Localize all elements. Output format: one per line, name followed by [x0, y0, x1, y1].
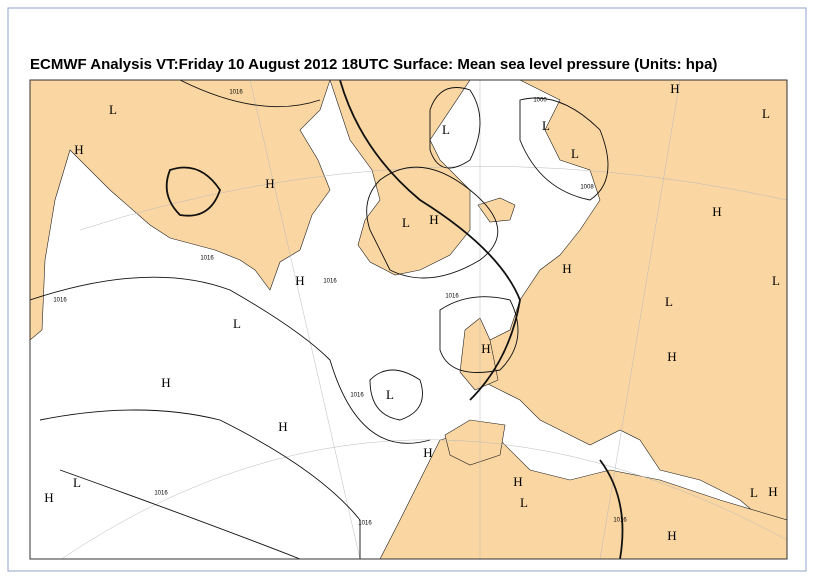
isobar-label: 1008 [580, 185, 594, 191]
north-america [30, 80, 331, 341]
pressure-center: H [670, 81, 679, 96]
greenland [329, 80, 471, 276]
isobar-labels: 1016 1016 1016 1016 1016 1016 1016 1000 … [53, 90, 627, 527]
pressure-center: H [562, 261, 571, 276]
pressure-center: H [74, 142, 83, 157]
pressure-center: H [667, 349, 676, 364]
pressure-center: L [442, 122, 450, 137]
isobar-label: 1016 [229, 90, 243, 96]
pressure-center: L [73, 475, 81, 490]
pressure-center: H [44, 490, 53, 505]
isobar-label: 1016 [350, 393, 364, 399]
isobar-label: 1016 [613, 518, 627, 524]
pressure-center: H [667, 528, 676, 543]
graticule [61, 80, 787, 559]
pressure-center: L [542, 118, 550, 133]
pressure-center: L [386, 387, 394, 402]
pressure-center: H [278, 419, 287, 434]
isobar [30, 80, 609, 559]
pressure-center: H [265, 176, 274, 191]
africa [379, 431, 787, 559]
isobar-label: 1016 [358, 521, 372, 527]
pressure-center: L [772, 273, 780, 288]
iberia [444, 419, 506, 466]
isobar-label: 1016 [200, 256, 214, 262]
isobar-label: 1016 [323, 279, 337, 285]
pressure-center: L [571, 146, 579, 161]
isobar-label: 1016 [154, 491, 168, 497]
title: ECMWF Analysis VT:Friday 10 August 2012 … [30, 56, 717, 73]
isobar-label: 1016 [445, 294, 459, 300]
pressure-center: L [520, 495, 528, 510]
pressure-center: L [109, 102, 117, 117]
pressure-center: H [295, 273, 304, 288]
pressure-center: L [233, 316, 241, 331]
isobar-label: 1000 [533, 98, 547, 104]
pressure-center: L [402, 215, 410, 230]
isobar [165, 80, 624, 559]
pressure-center: L [750, 485, 758, 500]
pressure-center: H [429, 212, 438, 227]
iceland [477, 197, 516, 223]
pressure-center: L [762, 106, 770, 121]
isobar-label: 1016 [53, 298, 67, 304]
pressure-center: H [481, 341, 490, 356]
pressure-center: H [513, 474, 522, 489]
map: 1016 1016 1016 1016 1016 1016 1016 1000 … [29, 79, 788, 560]
pressure-center: H [161, 375, 170, 390]
map-border [29, 79, 788, 560]
pressure-center: L [665, 294, 673, 309]
pressure-center: H [768, 484, 777, 499]
pressure-center: H [423, 445, 432, 460]
pressure-center: H [712, 204, 721, 219]
